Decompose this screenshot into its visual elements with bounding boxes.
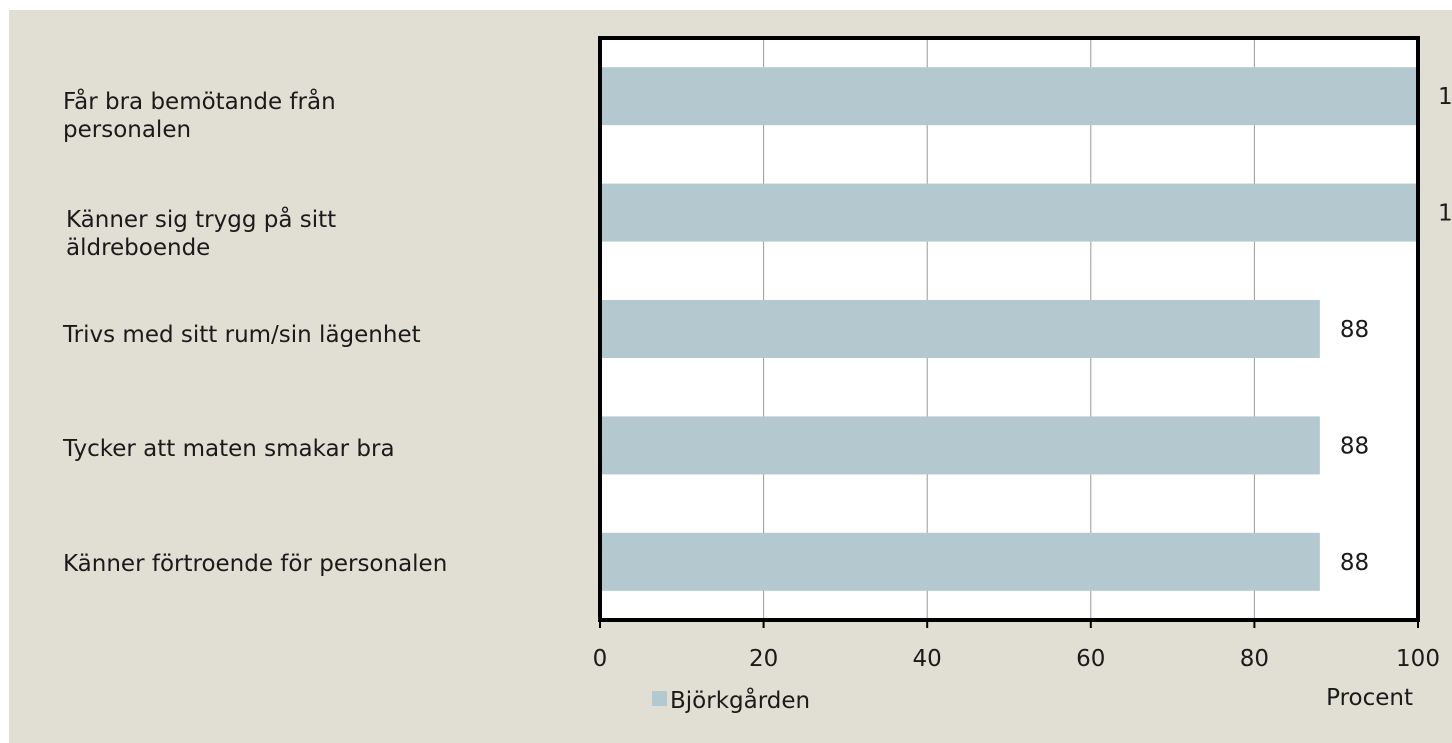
bar xyxy=(600,532,1320,591)
data-label: 100 xyxy=(1438,84,1452,110)
category-label: Trivs med sitt rum/sin lägenhet xyxy=(63,322,421,348)
bar xyxy=(600,300,1320,358)
data-label: 88 xyxy=(1340,317,1369,343)
legend-swatch xyxy=(652,691,667,706)
data-label: 100 xyxy=(1438,201,1452,227)
data-label: 88 xyxy=(1340,550,1369,576)
bar xyxy=(600,183,1418,242)
category-label: Känner sig trygg på sitt äldreboende xyxy=(66,207,337,261)
tick-label: 80 xyxy=(1240,646,1269,672)
bar xyxy=(600,416,1320,475)
category-label: Får bra bemötande från personalen xyxy=(63,89,336,143)
tick-label: 60 xyxy=(1076,646,1105,672)
legend-label: Björkgården xyxy=(670,686,810,714)
tick-label: 40 xyxy=(913,646,942,672)
tick-label: 0 xyxy=(593,646,608,672)
tick-label: 20 xyxy=(749,646,778,672)
plot-frame xyxy=(598,36,1420,622)
category-label: Känner förtroende för personalen xyxy=(63,551,448,577)
bar xyxy=(600,67,1418,126)
data-label: 88 xyxy=(1340,433,1369,459)
tick-label: 100 xyxy=(1396,646,1440,672)
category-label: Tycker att maten smakar bra xyxy=(63,436,395,462)
x-axis-title: Procent xyxy=(1326,685,1413,711)
